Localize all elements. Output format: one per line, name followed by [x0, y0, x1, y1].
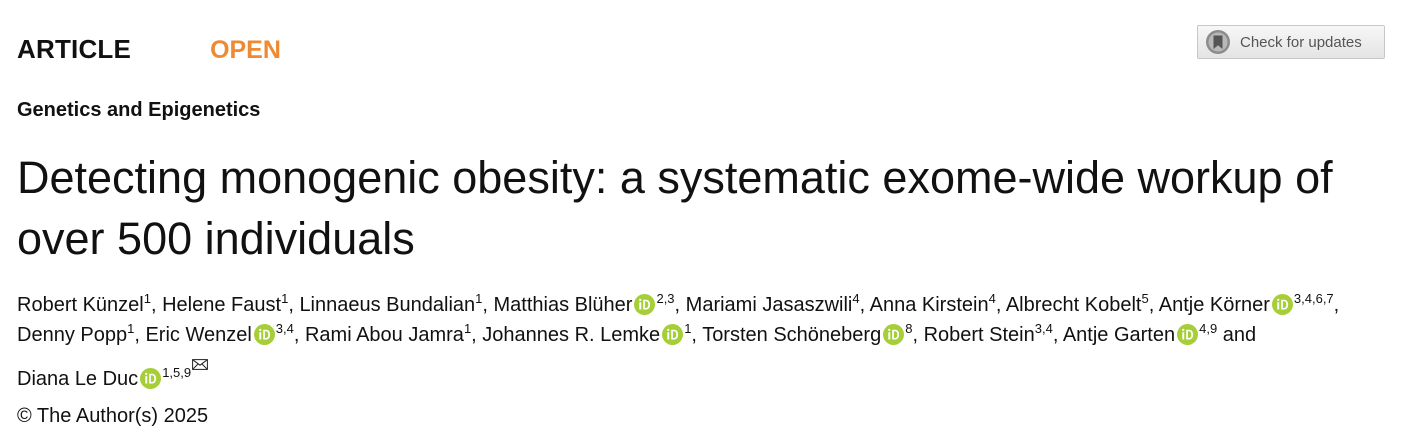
author-entry: Denny Popp1 [17, 320, 135, 346]
author-affiliation[interactable]: 1 [463, 320, 472, 336]
author-affiliation[interactable]: 1 [684, 320, 692, 336]
author-entry: Torsten Schöneberg 8 [702, 320, 913, 346]
author-affiliation[interactable]: 2,3 [656, 291, 675, 307]
check-for-updates-button[interactable]: Check for updates [1197, 25, 1385, 59]
author-affiliation[interactable]: 1,5,9 [162, 365, 192, 381]
bookmark-circle-icon [1205, 29, 1231, 55]
orcid-icon[interactable] [1271, 294, 1293, 315]
author-affiliation[interactable]: 3,4 [1034, 320, 1053, 336]
author-name[interactable]: Eric Wenzel [145, 323, 252, 346]
author-name[interactable]: Johannes R. Lemke [482, 323, 661, 346]
author-affiliation[interactable]: 3,4 [275, 320, 294, 336]
author-entry: Antje Körner 3,4,6,7 [1158, 291, 1334, 316]
author-entry: Eric Wenzel 3,4 [145, 320, 294, 346]
article-header: ARTICLE OPEN [17, 34, 281, 65]
orcid-icon[interactable] [634, 294, 656, 315]
author-affiliation[interactable]: 1 [127, 320, 135, 336]
author-affiliation[interactable]: 1 [475, 291, 483, 307]
article-title: Detecting monogenic obesity: a systemati… [17, 152, 1333, 264]
author-name[interactable]: Anna Kirstein [869, 294, 989, 316]
author-list: Robert Künzel1, Helene Faust1, Linnaeus … [17, 291, 1340, 390]
author-affiliation[interactable]: 1 [143, 291, 151, 307]
author-entry: Robert Künzel1 [17, 291, 151, 316]
open-access-badge: OPEN [210, 36, 281, 64]
envelope-icon[interactable] [192, 350, 209, 370]
author-entry: Matthias Blüher 2,3 [493, 291, 675, 316]
check-for-updates-label: Check for updates [1240, 33, 1362, 51]
author-affiliation[interactable]: 4,9 [1199, 320, 1218, 336]
orcid-icon[interactable] [1177, 323, 1199, 345]
author-entry: Antje Garten 4,9 [1062, 320, 1218, 346]
author-name[interactable]: Antje Garten [1062, 323, 1176, 346]
author-name[interactable]: Rami Abou Jamra [304, 323, 464, 346]
author-entry: Helene Faust1 [162, 291, 289, 316]
author-name[interactable]: Helene Faust [162, 294, 282, 316]
author-entry: Diana Le Duc 1,5,9 [17, 359, 209, 390]
author-affiliation[interactable]: 4 [988, 291, 996, 307]
copyright-notice: © The Author(s) 2025 [17, 405, 209, 427]
author-affiliation[interactable]: 1 [281, 291, 289, 307]
author-name[interactable]: Matthias Blüher [493, 294, 633, 316]
author-entry: Mariami Jasaszwili4 [685, 291, 860, 316]
author-entry: Albrecht Kobelt5 [1005, 291, 1149, 316]
author-name[interactable]: Denny Popp [17, 323, 128, 346]
author-entry: Robert Stein3,4 [923, 320, 1053, 346]
author-entry: Johannes R. Lemke 1 [482, 320, 692, 346]
orcid-icon[interactable] [253, 323, 275, 345]
author-affiliation[interactable]: 3,4,6,7 [1293, 291, 1334, 307]
author-name[interactable]: Mariami Jasaszwili [685, 294, 853, 316]
author-name[interactable]: Robert Künzel [17, 294, 144, 316]
author-name[interactable]: Torsten Schöneberg [702, 323, 882, 346]
orcid-icon[interactable] [140, 368, 162, 389]
author-entry: Anna Kirstein4 [869, 291, 996, 316]
author-name[interactable]: Diana Le Duc [17, 368, 139, 390]
author-name[interactable]: Antje Körner [1158, 294, 1270, 316]
author-affiliation[interactable]: 8 [905, 320, 913, 336]
author-entry: Rami Abou Jamra1 [304, 320, 472, 346]
orcid-icon[interactable] [662, 323, 684, 345]
subject-category: Genetics and Epigenetics [17, 99, 261, 121]
author-entry: Linnaeus Bundalian1 [299, 291, 483, 316]
article-type: ARTICLE [17, 34, 132, 64]
orcid-icon[interactable] [883, 323, 905, 345]
author-name[interactable]: Robert Stein [923, 323, 1035, 346]
author-name[interactable]: Linnaeus Bundalian [299, 294, 476, 316]
author-affiliation[interactable]: 4 [852, 291, 860, 307]
author-name[interactable]: Albrecht Kobelt [1005, 294, 1142, 316]
author-affiliation[interactable]: 5 [1141, 291, 1149, 307]
